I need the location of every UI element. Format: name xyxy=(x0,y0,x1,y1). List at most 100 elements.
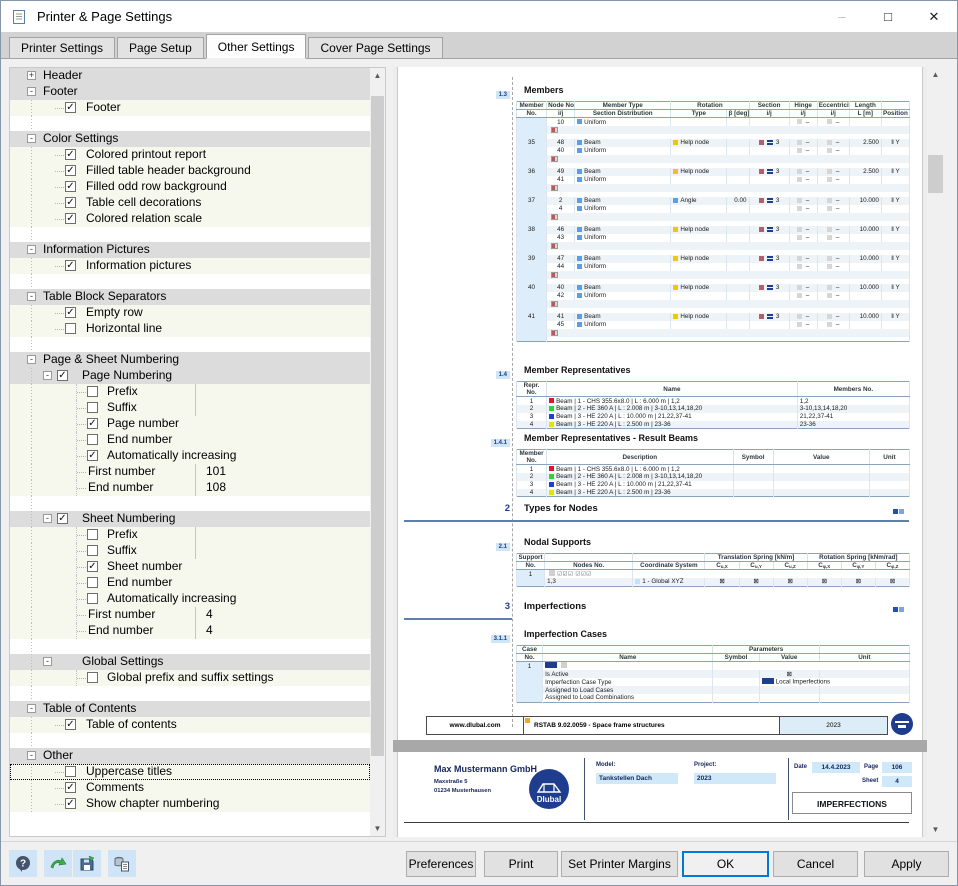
tree-item-information-pictures[interactable]: ✓ Information pictures xyxy=(10,258,370,274)
tree-item-suffix[interactable]: Suffix xyxy=(10,400,370,416)
preferences-button[interactable]: Preferences xyxy=(406,851,476,877)
tree-item-table-block-separators[interactable]: - Table Block Separators xyxy=(10,289,370,305)
tree-item-color-settings[interactable]: - Color Settings xyxy=(10,131,370,147)
checkbox[interactable]: ✓ xyxy=(87,450,98,461)
tree-item-automatically-increasing[interactable]: Automatically increasing xyxy=(10,591,370,607)
checkbox[interactable]: ✓ xyxy=(65,197,76,208)
checkbox[interactable] xyxy=(65,323,76,334)
tree-item-uppercase-titles[interactable]: Uppercase titles xyxy=(10,764,370,780)
checkbox[interactable] xyxy=(87,672,98,683)
tree-item-table-of-contents[interactable]: - Table of Contents xyxy=(10,701,370,717)
tree-item-end-number[interactable]: End number xyxy=(10,432,370,448)
checkbox[interactable]: ✓ xyxy=(65,798,76,809)
tree-item-value[interactable]: 108 xyxy=(206,480,227,494)
tree-item-table-cell-decorations[interactable]: ✓ Table cell decorations xyxy=(10,195,370,211)
tree-item-sheet-number[interactable]: ✓ Sheet number xyxy=(10,559,370,575)
checkbox[interactable]: ✓ xyxy=(87,561,98,572)
close-button[interactable]: ✕ xyxy=(928,9,940,24)
expander-icon[interactable]: - xyxy=(27,87,36,96)
tree-item-prefix[interactable]: Prefix xyxy=(10,527,370,543)
set-printer-margins-button[interactable]: Set Printer Margins xyxy=(561,851,678,877)
scroll-down-arrow[interactable]: ▼ xyxy=(373,824,382,833)
help-icon[interactable]: ? xyxy=(9,850,37,877)
tree-item-end-number[interactable]: End number xyxy=(10,575,370,591)
tree-item-global-settings[interactable]: - Global Settings xyxy=(10,654,370,670)
tree-item-filled-odd-row-background[interactable]: ✓ Filled odd row background xyxy=(10,179,370,195)
save-icon[interactable] xyxy=(73,850,101,877)
tree-item-value[interactable]: 4 xyxy=(206,607,213,621)
tree-item-value[interactable]: 101 xyxy=(206,464,227,478)
tree-item-colored-relation-scale[interactable]: ✓ Colored relation scale xyxy=(10,211,370,227)
tab-printer-settings[interactable]: Printer Settings xyxy=(9,37,116,58)
tree-item-automatically-increasing[interactable]: ✓ Automatically increasing xyxy=(10,448,370,464)
checkbox[interactable]: ✓ xyxy=(65,719,76,730)
tree-item-horizontal-line[interactable]: Horizontal line xyxy=(10,321,370,337)
tree-item-suffix[interactable]: Suffix xyxy=(10,543,370,559)
tree-item-page-number[interactable]: ✓ Page number xyxy=(10,416,370,432)
tree-item-first-number[interactable]: First number 4 xyxy=(10,607,370,623)
tab-page-setup[interactable]: Page Setup xyxy=(117,37,204,58)
checkbox[interactable]: ✓ xyxy=(65,165,76,176)
tab-cover-page-settings[interactable]: Cover Page Settings xyxy=(308,37,443,58)
checkbox[interactable]: ✓ xyxy=(57,513,68,524)
tree-scrollbar[interactable]: ▲ ▼ xyxy=(370,68,385,836)
tree-item-empty-row[interactable]: ✓ Empty row xyxy=(10,305,370,321)
cancel-button[interactable]: Cancel xyxy=(773,851,858,877)
apply-button[interactable]: Apply xyxy=(864,851,949,877)
expander-icon[interactable]: - xyxy=(43,514,52,523)
scroll-thumb[interactable] xyxy=(928,155,943,193)
tree-item-colored-printout-report[interactable]: ✓ Colored printout report xyxy=(10,147,370,163)
transfer-icon[interactable] xyxy=(44,850,72,877)
tab-other-settings[interactable]: Other Settings xyxy=(205,34,307,59)
expander-icon[interactable]: - xyxy=(43,371,52,380)
checkbox[interactable]: ✓ xyxy=(65,260,76,271)
expander-icon[interactable]: - xyxy=(27,292,36,301)
expander-icon[interactable]: - xyxy=(27,751,36,760)
checkbox[interactable] xyxy=(87,402,98,413)
tree-item-global-prefix-and-suffix-settings[interactable]: Global prefix and suffix settings xyxy=(10,670,370,686)
tree-item-comments[interactable]: ✓ Comments xyxy=(10,780,370,796)
scroll-thumb[interactable] xyxy=(371,96,384,756)
expander-icon[interactable]: - xyxy=(27,245,36,254)
expander-icon[interactable]: + xyxy=(27,70,36,80)
tree-item-prefix[interactable]: Prefix xyxy=(10,384,370,400)
tree-item-first-number[interactable]: First number 101 xyxy=(10,464,370,480)
maximize-button[interactable]: □ xyxy=(884,9,892,24)
checkbox[interactable] xyxy=(87,529,98,540)
expander-icon[interactable]: - xyxy=(27,134,36,143)
checkbox[interactable] xyxy=(87,545,98,556)
tree-item-header[interactable]: + Header xyxy=(10,68,370,84)
expander-icon[interactable]: - xyxy=(27,704,36,713)
ok-button[interactable]: OK xyxy=(682,851,769,877)
checkbox[interactable] xyxy=(87,386,98,397)
tree-item-end-number[interactable]: End number 4 xyxy=(10,623,370,639)
print-button[interactable]: Print xyxy=(484,851,558,877)
expander-icon[interactable]: - xyxy=(27,355,36,364)
checkbox[interactable] xyxy=(87,593,98,604)
tree-item-footer[interactable]: ✓ Footer xyxy=(10,100,370,116)
checkbox[interactable] xyxy=(87,577,98,588)
tree-item-sheet-numbering[interactable]: - ✓ Sheet Numbering xyxy=(10,511,370,527)
checkbox[interactable]: ✓ xyxy=(65,307,76,318)
checkbox[interactable]: ✓ xyxy=(65,213,76,224)
minimize-button[interactable]: – xyxy=(838,9,846,24)
scroll-up-arrow[interactable]: ▲ xyxy=(373,71,382,80)
tree-item-other[interactable]: - Other xyxy=(10,748,370,764)
tree-item-table-of-contents[interactable]: ✓ Table of contents xyxy=(10,717,370,733)
tree-item-information-pictures[interactable]: - Information Pictures xyxy=(10,242,370,258)
checkbox[interactable] xyxy=(87,434,98,445)
tree-item-page-numbering[interactable]: - ✓ Page Numbering xyxy=(10,368,370,384)
preview-scrollbar[interactable]: ▲ ▼ xyxy=(927,67,944,837)
checkbox[interactable]: ✓ xyxy=(57,370,68,381)
scroll-up-arrow[interactable]: ▲ xyxy=(931,70,940,79)
tree-item-footer[interactable]: - Footer xyxy=(10,84,370,100)
tree-item-page-sheet-numbering[interactable]: - Page & Sheet Numbering xyxy=(10,352,370,368)
tree-item-value[interactable]: 4 xyxy=(206,623,213,637)
tree-item-filled-table-header-background[interactable]: ✓ Filled table header background xyxy=(10,163,370,179)
checkbox[interactable]: ✓ xyxy=(65,102,76,113)
tree-item-end-number[interactable]: End number 108 xyxy=(10,480,370,496)
checkbox[interactable]: ✓ xyxy=(65,782,76,793)
checkbox[interactable]: ✓ xyxy=(87,418,98,429)
tree-item-show-chapter-numbering[interactable]: ✓ Show chapter numbering xyxy=(10,796,370,812)
checkbox[interactable]: ✓ xyxy=(65,149,76,160)
